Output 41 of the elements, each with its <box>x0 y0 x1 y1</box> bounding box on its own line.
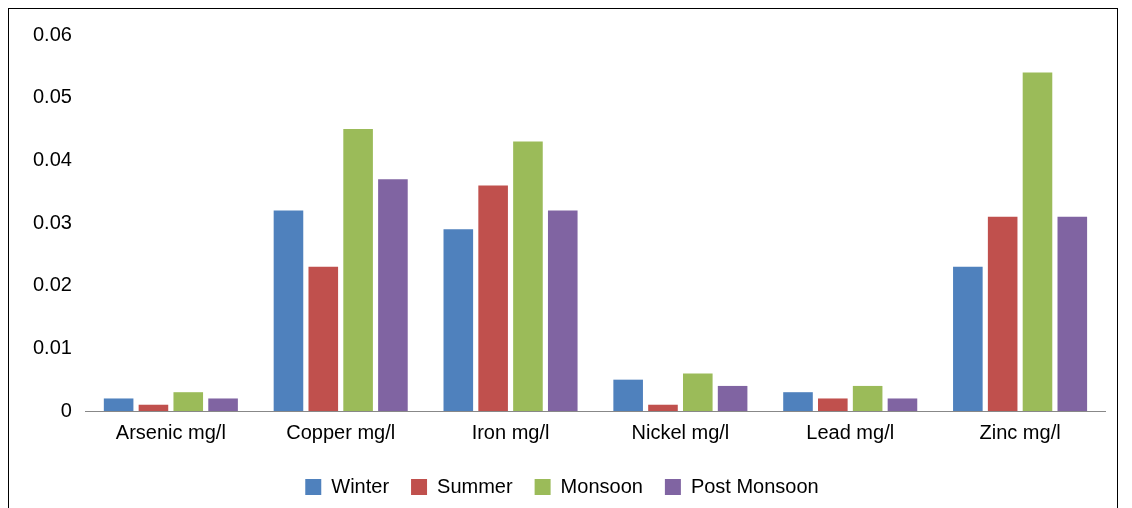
bar <box>443 229 474 411</box>
bar <box>1022 72 1053 411</box>
x-tick-label: Nickel mg/l <box>631 420 730 443</box>
bar <box>378 179 408 411</box>
bar <box>852 385 883 411</box>
bar <box>547 210 578 411</box>
y-tick-label: 0.03 <box>32 210 72 233</box>
x-tick-label: Lead mg/l <box>806 420 895 443</box>
bar <box>953 266 983 411</box>
bar <box>478 185 508 411</box>
x-tick-label: Iron mg/l <box>471 420 550 443</box>
bar <box>717 385 748 411</box>
bar <box>1057 216 1088 411</box>
bar <box>613 379 643 411</box>
legend-label: Post Monsoon <box>690 474 819 497</box>
bar <box>173 392 204 411</box>
y-tick-label: 0.02 <box>32 273 72 296</box>
x-tick-label: Copper mg/l <box>286 420 396 443</box>
bar <box>783 392 813 411</box>
bar <box>987 216 1018 411</box>
bar <box>648 404 678 411</box>
legend-label: Summer <box>437 474 513 497</box>
bar <box>887 398 918 411</box>
legend-label: Monsoon <box>560 474 643 497</box>
legend-label: Winter <box>331 474 390 497</box>
bar <box>818 398 848 411</box>
x-tick-label: Zinc mg/l <box>979 420 1061 443</box>
bar <box>308 266 339 411</box>
y-tick-label: 0 <box>60 398 72 421</box>
bar <box>103 398 134 411</box>
y-tick-label: 0.01 <box>32 335 72 358</box>
y-tick-label: 0.05 <box>32 85 72 108</box>
y-tick-label: 0.06 <box>32 22 72 45</box>
y-tick-label: 0.04 <box>32 147 72 170</box>
bar <box>513 141 543 411</box>
x-tick-label: Arsenic mg/l <box>115 420 226 443</box>
bar <box>138 404 169 411</box>
bar <box>208 398 238 411</box>
bar <box>273 210 304 411</box>
bar <box>343 129 373 411</box>
bar <box>683 373 713 411</box>
